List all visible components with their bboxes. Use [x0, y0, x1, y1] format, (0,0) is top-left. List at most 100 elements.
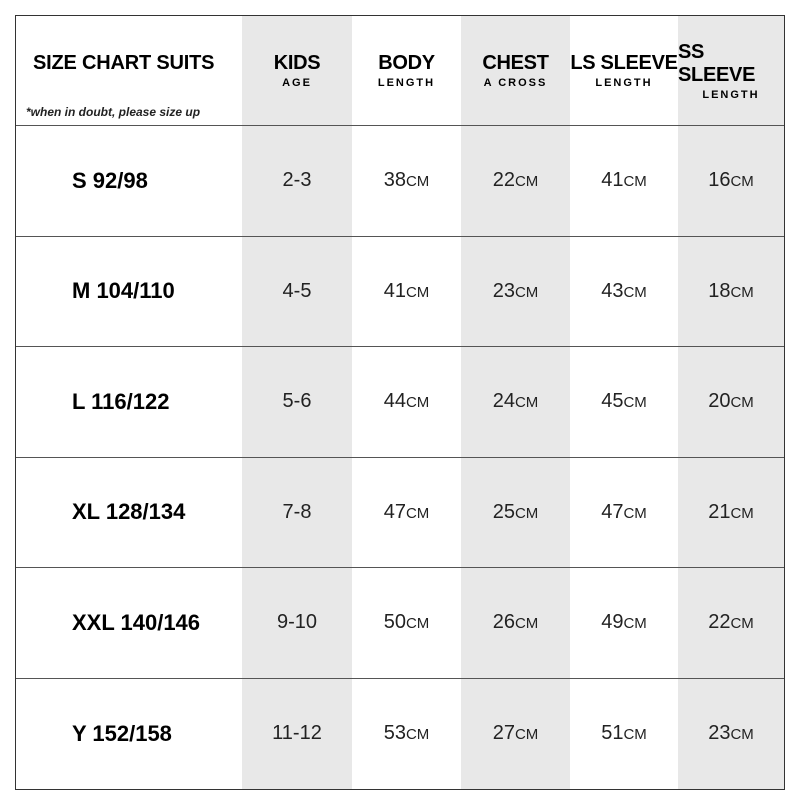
age-value: 7-8: [283, 501, 312, 524]
unit-label: CM: [623, 726, 647, 744]
age-value: 2-3: [283, 169, 312, 192]
age-cell: 9-10: [242, 568, 352, 679]
chest-value: 25CM: [493, 501, 539, 524]
size-label: XL 128/134: [72, 499, 186, 525]
unit-label: CM: [405, 504, 430, 522]
body-value: 50CM: [384, 611, 430, 634]
body-cell: 53CM: [352, 679, 461, 790]
title-cell: SIZE CHART SUITS *when in doubt, please …: [16, 16, 242, 126]
column-header: LS SLEEVE LENGTH: [570, 16, 678, 126]
value-number: 41: [383, 279, 406, 302]
chest-cell: 26CM: [461, 568, 570, 679]
ls-value: 47CM: [601, 501, 647, 524]
unit-label: CM: [730, 173, 754, 191]
size-note: *when in doubt, please size up: [26, 105, 201, 119]
ls-cell: 47CM: [570, 458, 678, 568]
column-header-main: SS SLEEVE: [678, 40, 756, 86]
ss-value: 21CM: [708, 501, 754, 524]
chest-cell: 22CM: [461, 126, 570, 237]
value-number: 9-10: [276, 611, 318, 634]
size-label: S 92/98: [72, 167, 148, 193]
value-number: 23: [708, 722, 731, 745]
column-header-main: BODY: [378, 52, 435, 74]
size-cell: Y 152/158: [16, 679, 242, 790]
value-number: 7-8: [282, 500, 312, 523]
size-cell: XXL 140/146: [16, 568, 242, 679]
ls-value: 49CM: [601, 611, 647, 634]
value-number: 51: [601, 722, 624, 745]
unit-label: CM: [730, 726, 754, 744]
value-number: 18: [708, 279, 731, 302]
body-value: 53CM: [384, 722, 430, 745]
unit-label: CM: [623, 283, 647, 301]
size-chart-table: SIZE CHART SUITS *when in doubt, please …: [15, 15, 785, 790]
unit-label: CM: [623, 394, 647, 412]
chest-value: 27CM: [493, 722, 539, 745]
body-value: 47CM: [384, 501, 430, 524]
ss-cell: 23CM: [678, 678, 784, 789]
value-number: 49: [601, 611, 624, 634]
ss-value: 20CM: [708, 390, 754, 413]
age-value: 4-5: [283, 280, 312, 303]
body-cell: 38CM: [352, 126, 461, 237]
ss-value: 18CM: [708, 280, 754, 303]
body-value: 38CM: [384, 169, 430, 192]
value-number: 50: [383, 611, 406, 634]
ss-cell: 22CM: [678, 568, 784, 679]
body-cell: 47CM: [352, 458, 461, 568]
size-label: M 104/110: [72, 278, 175, 304]
ls-value: 41CM: [601, 169, 647, 192]
body-cell: 41CM: [352, 237, 461, 347]
ls-value: 45CM: [601, 390, 647, 413]
ss-cell: 16CM: [678, 126, 784, 237]
chest-value: 22CM: [493, 169, 539, 192]
ss-value: 16CM: [708, 169, 754, 192]
column-header: CHEST A CROSS: [461, 16, 570, 126]
ss-cell: 18CM: [678, 236, 784, 347]
value-number: 41: [601, 169, 624, 192]
age-value: 5-6: [283, 390, 312, 413]
ls-cell: 49CM: [570, 568, 678, 679]
value-number: 16: [708, 169, 731, 192]
column-header-main: KIDS: [273, 52, 321, 74]
unit-label: CM: [623, 173, 647, 191]
unit-label: CM: [730, 504, 754, 522]
age-value: 11-12: [272, 722, 322, 745]
age-cell: 7-8: [242, 457, 352, 568]
value-number: 24: [492, 390, 515, 413]
column-header-sub: LENGTH: [377, 77, 436, 89]
column-header: KIDS AGE: [242, 16, 352, 126]
value-number: 44: [383, 390, 406, 413]
column-header-sub: LENGTH: [595, 77, 653, 89]
ls-cell: 41CM: [570, 126, 678, 237]
value-number: 21: [708, 500, 731, 523]
value-number: 4-5: [282, 279, 312, 302]
chest-cell: 25CM: [461, 457, 570, 568]
size-label: XXL 140/146: [72, 609, 201, 635]
unit-label: CM: [514, 615, 539, 633]
chest-cell: 27CM: [461, 678, 570, 789]
value-number: 25: [492, 500, 515, 523]
value-number: 11-12: [272, 722, 322, 745]
unit-label: CM: [514, 173, 539, 191]
body-cell: 50CM: [352, 568, 461, 679]
body-value: 44CM: [384, 390, 430, 413]
chart-title: SIZE CHART SUITS: [33, 52, 215, 74]
size-cell: M 104/110: [16, 237, 242, 347]
unit-label: CM: [405, 394, 430, 412]
value-number: 38: [383, 169, 406, 192]
value-number: 27: [492, 722, 515, 745]
age-cell: 4-5: [242, 236, 352, 347]
value-number: 2-3: [282, 169, 312, 192]
value-number: 45: [601, 390, 624, 413]
body-cell: 44CM: [352, 347, 461, 458]
value-number: 47: [383, 500, 406, 523]
value-number: 43: [601, 279, 624, 302]
unit-label: CM: [405, 173, 430, 191]
value-number: 47: [601, 500, 624, 523]
value-number: 22: [492, 169, 515, 192]
size-label: Y 152/158: [72, 720, 172, 746]
ss-value: 22CM: [708, 611, 754, 634]
ls-value: 51CM: [601, 722, 647, 745]
ss-value: 23CM: [708, 722, 754, 745]
